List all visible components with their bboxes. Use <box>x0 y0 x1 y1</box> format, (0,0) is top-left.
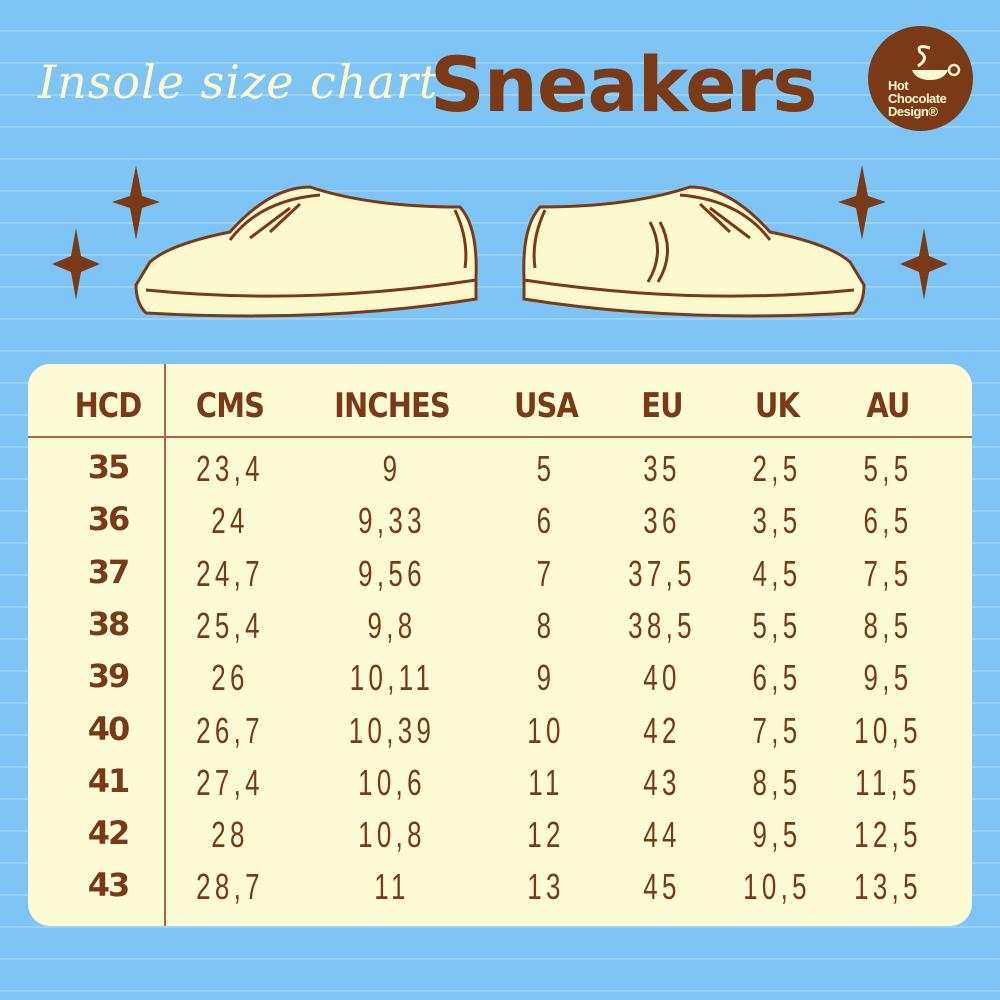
star-icon <box>838 165 886 240</box>
table-cell: 45 <box>643 866 681 908</box>
table-cell: 11 <box>528 761 564 803</box>
table-cell: 26,7 <box>196 709 264 751</box>
row-label: 35 <box>87 448 131 486</box>
table-cell: 11 <box>374 866 410 908</box>
page-title: Sneakers <box>430 40 817 129</box>
column-header: HCD <box>74 386 143 426</box>
star-icon <box>112 165 160 240</box>
table-cell: 13,5 <box>854 866 922 908</box>
column-divider <box>164 364 166 926</box>
size-table: HCD CMS INCHES USA EU UK AU 35 23,4 9 5 35 2,5 5,5 36 2… <box>28 364 972 926</box>
subtitle: Insole size chart <box>38 55 439 109</box>
table-cell: 2,5 <box>752 448 802 489</box>
table-cell: 3,5 <box>752 500 802 542</box>
column-header: UK <box>754 386 800 426</box>
table-cell: 9,56 <box>358 552 426 594</box>
table-cell: 10 <box>527 709 565 751</box>
table-cell: 28 <box>211 814 249 856</box>
table-cell: 36 <box>643 500 681 542</box>
table-cell: 6 <box>536 500 556 542</box>
table-cell: 37,5 <box>628 552 696 594</box>
table-cell: 10,5 <box>854 709 922 751</box>
row-label: 37 <box>87 552 131 591</box>
table-cell: 10,8 <box>358 814 426 856</box>
table-cell: 25,4 <box>196 604 264 646</box>
table-cell: 4,5 <box>752 552 802 594</box>
logo-line: Chocolate <box>888 91 947 106</box>
shoe-right-icon <box>522 185 866 318</box>
table-cell: 12,5 <box>854 814 922 856</box>
table-cell: 5,5 <box>752 604 802 646</box>
table-cell: 11,5 <box>855 761 921 803</box>
table-cell: 5 <box>536 448 556 489</box>
table-cell: 38,5 <box>628 604 696 646</box>
shoe-left-icon <box>134 185 478 318</box>
table-cell: 28,7 <box>196 866 264 908</box>
row-label: 40 <box>87 709 131 748</box>
illustration <box>52 165 948 318</box>
column-header: AU <box>866 386 910 426</box>
table-cell: 12 <box>527 814 565 856</box>
table-cell: 10,6 <box>358 761 426 803</box>
column-header: CMS <box>195 386 265 426</box>
table-cell: 13 <box>527 866 565 908</box>
row-label: 38 <box>87 604 131 643</box>
column-header: INCHES <box>334 386 451 426</box>
table-cell: 10,11 <box>349 657 435 699</box>
table-cell: 9,33 <box>358 500 426 542</box>
table-cell: 7 <box>536 552 556 594</box>
table-cell: 9 <box>382 448 402 489</box>
column-header: EU <box>641 386 683 426</box>
table-cell: 23,4 <box>196 448 264 489</box>
table-cell: 42 <box>643 709 681 751</box>
table-cell: 24 <box>211 500 249 542</box>
table-cell: 43 <box>643 761 681 803</box>
star-icon <box>900 228 948 300</box>
table-cell: 27,4 <box>196 761 264 803</box>
row-label: 39 <box>87 657 131 696</box>
table-cell: 10,5 <box>743 866 811 908</box>
logo-line: Design® <box>888 104 938 119</box>
table-cell: 10,39 <box>348 709 436 751</box>
table-cell: 35 <box>643 448 681 489</box>
table-cell: 8,5 <box>752 761 802 803</box>
table-cell: 8,5 <box>863 604 913 646</box>
table-cell: 44 <box>643 814 681 856</box>
row-label: 42 <box>87 814 131 853</box>
table-cell: 9,5 <box>752 814 802 856</box>
table-cell: 9,8 <box>367 604 417 646</box>
logo-line: Hot <box>888 78 909 93</box>
row-label: 43 <box>87 866 131 905</box>
table-cell: 9,5 <box>863 657 913 699</box>
table-cell: 9 <box>536 657 556 699</box>
table-cell: 26 <box>211 657 249 699</box>
cup-icon <box>912 45 961 80</box>
table-cell: 5,5 <box>863 448 913 489</box>
row-label: 36 <box>87 500 131 539</box>
row-label: 41 <box>87 761 131 800</box>
star-icon <box>52 228 100 300</box>
table-cell: 7,5 <box>752 709 802 751</box>
logo: Hot Chocolate Design® <box>868 26 973 131</box>
table-cell: 7,5 <box>863 552 913 594</box>
table-cell: 6,5 <box>752 657 802 699</box>
column-header: USA <box>513 386 579 426</box>
header-divider <box>28 436 972 438</box>
table-cell: 6,5 <box>863 500 913 542</box>
table-cell: 24,7 <box>196 552 264 594</box>
table-cell: 8 <box>536 604 556 646</box>
table-cell: 40 <box>643 657 681 699</box>
